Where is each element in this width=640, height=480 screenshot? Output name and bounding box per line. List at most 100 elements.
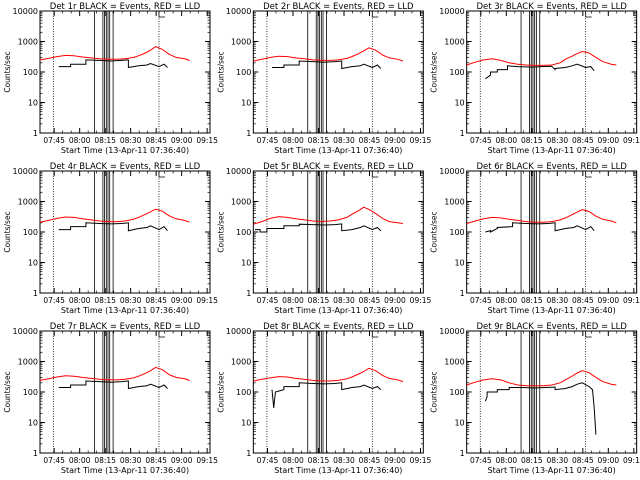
chart-title: Det 1r BLACK = Events, RED = LLD — [50, 2, 201, 12]
y-tick-label: 100 — [449, 228, 464, 237]
x-tick-label: 08:00 — [496, 456, 518, 465]
top-bracket-marker — [585, 331, 592, 338]
x-tick-label: 08:00 — [69, 136, 91, 145]
chart-title: Det 8r BLACK = Events, RED = LLD — [263, 322, 414, 332]
chart-panel-6: Det 6r BLACK = Events, RED = LLD 1 10 100 10… — [430, 162, 640, 315]
x-axis-label: Start Time (13-Apr-11 07:36:40) — [274, 146, 402, 155]
x-tick-label: 08:30 — [333, 456, 355, 465]
x-tick-label: 08:15 — [308, 456, 330, 465]
series-line-events — [255, 223, 382, 233]
x-tick-label: 08:00 — [496, 136, 518, 145]
x-tick-label: 07:45 — [470, 456, 492, 465]
x-tick-label: 08:15 — [521, 456, 543, 465]
x-tick-label: 08:00 — [69, 456, 91, 465]
x-tick-label: 08:15 — [308, 296, 330, 305]
x-tick-label: 09:00 — [384, 456, 406, 465]
x-tick-label: 07:45 — [43, 456, 65, 465]
x-axis-label: Start Time (13-Apr-11 07:36:40) — [488, 466, 616, 475]
y-tick-label: 10 — [454, 259, 464, 268]
x-tick-label: 08:15 — [94, 456, 116, 465]
series-line-events — [484, 382, 597, 435]
x-tick-label: 08:30 — [333, 136, 355, 145]
y-tick-label: 1 — [246, 129, 251, 138]
series-line-events — [485, 222, 595, 233]
x-tick-label: 09:15 — [196, 136, 218, 145]
y-tick-label: 10 — [454, 419, 464, 428]
x-tick-label: 09:00 — [384, 136, 406, 145]
chart-panel-5: Det 5r BLACK = Events, RED = LLD 1 10 100 10… — [216, 162, 431, 315]
x-tick-label: 08:15 — [94, 136, 116, 145]
y-tick-label: 1 — [33, 129, 38, 138]
x-tick-label: 09:00 — [384, 296, 406, 305]
y-tick-label: 1000 — [231, 198, 251, 207]
x-tick-label: 09:15 — [623, 456, 640, 465]
x-tick-label: 09:15 — [410, 296, 432, 305]
y-tick-label: 1000 — [18, 198, 38, 207]
x-tick-label: 08:00 — [282, 296, 304, 305]
x-tick-label: 08:30 — [547, 296, 569, 305]
x-tick-label: 08:30 — [547, 456, 569, 465]
chart-panel-4: Det 4r BLACK = Events, RED = LLD 1 10 100 10… — [3, 162, 218, 315]
x-tick-label: 08:45 — [145, 296, 167, 305]
y-tick-label: 100 — [23, 68, 38, 77]
series-line-events — [272, 60, 382, 70]
x-tick-label: 08:30 — [333, 296, 355, 305]
x-tick-label: 08:15 — [521, 296, 543, 305]
y-axis-label: Counts/sec — [216, 371, 225, 412]
x-tick-label: 08:45 — [572, 136, 594, 145]
y-tick-label: 1000 — [444, 38, 464, 47]
y-tick-label: 100 — [23, 228, 38, 237]
y-tick-label: 1000 — [444, 358, 464, 367]
chart-title: Det 5r BLACK = Events, RED = LLD — [263, 162, 414, 172]
y-tick-label: 10000 — [13, 327, 38, 336]
chart-panel-3: Det 3r BLACK = Events, RED = LLD 1 10 100 10… — [430, 2, 640, 155]
x-tick-label: 08:30 — [547, 136, 569, 145]
y-axis-label: Counts/sec — [3, 51, 12, 92]
y-tick-label: 100 — [236, 68, 251, 77]
y-tick-label: 100 — [449, 388, 464, 397]
series-line-events — [58, 222, 168, 232]
y-tick-label: 10 — [241, 99, 251, 108]
series-line-lld — [466, 209, 617, 224]
x-axis-label: Start Time (13-Apr-11 07:36:40) — [61, 306, 189, 315]
y-tick-label: 1 — [33, 449, 38, 458]
y-tick-label: 10000 — [439, 327, 464, 336]
x-tick-label: 08:00 — [69, 296, 91, 305]
plot-frame — [39, 330, 211, 454]
x-tick-label: 09:15 — [623, 296, 640, 305]
y-axis-label: Counts/sec — [216, 51, 225, 92]
y-tick-label: 1 — [33, 289, 38, 298]
x-tick-label: 07:45 — [257, 296, 279, 305]
top-bracket-marker — [158, 11, 165, 18]
x-tick-label: 09:15 — [410, 456, 432, 465]
x-tick-label: 08:15 — [94, 296, 116, 305]
x-tick-label: 09:00 — [598, 456, 620, 465]
top-bracket-marker — [585, 11, 592, 18]
x-tick-label: 08:45 — [359, 136, 381, 145]
series-line-events — [58, 380, 168, 390]
y-tick-label: 10 — [28, 259, 38, 268]
chart-panel-7: Det 7r BLACK = Events, RED = LLD 1 10 100 10… — [3, 322, 218, 475]
series-line-lld — [253, 47, 404, 62]
chart-title: Det 2r BLACK = Events, RED = LLD — [263, 2, 414, 12]
top-bracket-marker — [158, 331, 165, 338]
y-tick-label: 100 — [23, 388, 38, 397]
series-line-lld — [39, 366, 190, 381]
chart-title: Det 9r BLACK = Events, RED = LLD — [476, 322, 627, 332]
x-tick-label: 09:15 — [196, 456, 218, 465]
y-tick-label: 10 — [454, 99, 464, 108]
x-tick-label: 09:15 — [623, 136, 640, 145]
x-tick-label: 08:45 — [572, 456, 594, 465]
series-line-events — [271, 382, 382, 408]
y-tick-label: 10000 — [226, 167, 251, 176]
x-tick-label: 07:45 — [470, 296, 492, 305]
y-tick-label: 10 — [28, 419, 38, 428]
x-tick-label: 09:00 — [598, 136, 620, 145]
chart-title: Det 6r BLACK = Events, RED = LLD — [476, 162, 627, 172]
x-tick-label: 08:45 — [359, 296, 381, 305]
y-tick-label: 10000 — [13, 7, 38, 16]
x-tick-label: 09:15 — [410, 136, 432, 145]
x-tick-label: 08:00 — [496, 296, 518, 305]
y-tick-label: 1000 — [18, 38, 38, 47]
top-bracket-marker — [585, 171, 592, 178]
